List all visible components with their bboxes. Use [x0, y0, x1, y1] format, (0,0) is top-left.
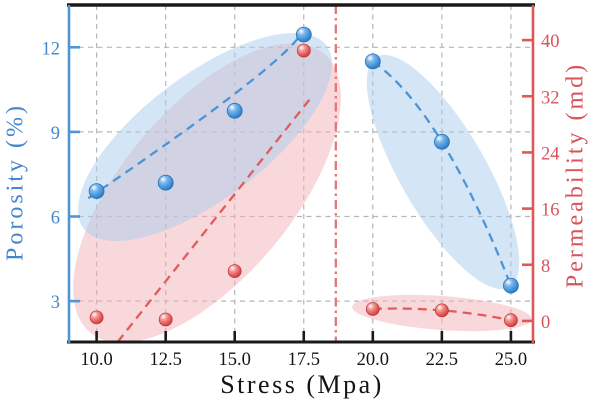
axes-spines [67, 3, 535, 344]
data-point-porosity-high-stress-22.5 [433, 133, 450, 150]
data-point-porosity-high-stress-25 [502, 277, 519, 294]
y-left-tick-label: 12 [42, 39, 61, 59]
data-point-permeability-high-stress-20 [365, 302, 380, 316]
x-tick-label: 10.0 [80, 350, 112, 370]
x-tick-label: 17.5 [288, 350, 320, 370]
y-right-tick-label: 0 [541, 313, 550, 333]
y-right-tick-label: 32 [541, 88, 560, 108]
data-point-porosity-low-stress-10 [88, 183, 105, 200]
y-right-tick-label: 40 [541, 32, 560, 52]
x-tick-label: 12.5 [149, 350, 181, 370]
confidence-ellipse-porosity-right [366, 54, 520, 290]
data-point-permeability-low-stress-12.5 [158, 312, 173, 327]
x-tick-label: 20.0 [357, 350, 389, 370]
confidence-ellipse-porosity-left [78, 32, 332, 242]
data-point-porosity-low-stress-15 [226, 102, 243, 119]
x-tick-label: 25.0 [495, 350, 527, 370]
y-left-tick-label: 9 [51, 124, 60, 144]
tick-marks [69, 38, 533, 342]
data-point-porosity-high-stress-20 [364, 53, 381, 70]
tick-labels: 10.0 12.5 15.0 17.5 20.0 22.5 25.0 3 6 9 12 0 8 16 24 3… [42, 32, 560, 370]
data-point-permeability-low-stress-15 [227, 264, 242, 279]
data-point-porosity-low-stress-17.5 [295, 26, 312, 43]
x-tick-label: 15.0 [219, 350, 251, 370]
trendline-permeability-low-stress [116, 99, 311, 343]
y-right-tick-label: 16 [541, 201, 560, 221]
y-right-tick-label: 24 [541, 144, 560, 164]
x-tick-label: 22.5 [426, 350, 458, 370]
trendline-porosity-low-stress [87, 31, 304, 200]
data-point-permeability-high-stress-22.5 [434, 303, 449, 318]
trendline-permeability-high-stress [372, 307, 512, 322]
confidence-ellipses [73, 32, 532, 342]
y-left-tick-label: 6 [51, 209, 60, 229]
data-point-permeability-low-stress-17.5 [296, 43, 311, 58]
y-right-tick-label: 8 [541, 257, 550, 277]
data-point-permeability-low-stress-10 [89, 310, 104, 325]
data-point-porosity-low-stress-12.5 [157, 174, 174, 191]
data-point-permeability-high-stress-25 [503, 313, 518, 328]
y-left-tick-label: 3 [51, 293, 60, 313]
